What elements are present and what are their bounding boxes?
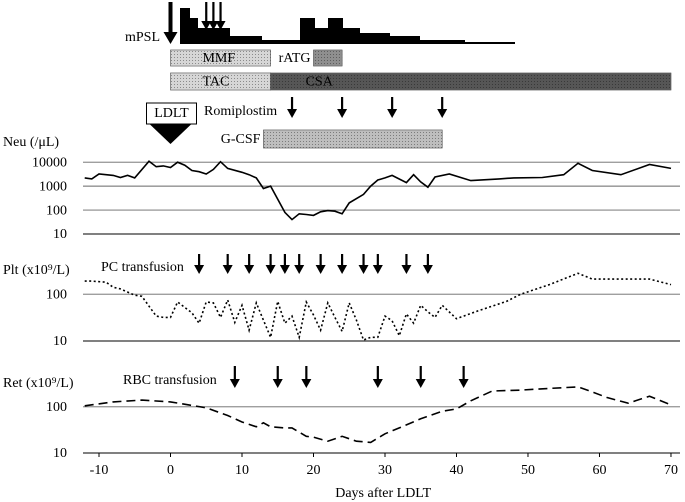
transfusion-arrow xyxy=(415,366,426,388)
milestone-label: LDLT xyxy=(154,106,189,121)
y-axis-label: Plt (x10⁹/L) xyxy=(3,263,70,278)
dose-arrow xyxy=(337,97,348,118)
arrow-label: Romiplostim xyxy=(204,104,277,119)
dose-arrow xyxy=(208,2,219,30)
x-tick-label: 40 xyxy=(449,463,463,478)
y-tick-label: 10000 xyxy=(32,155,67,170)
transfusion-arrow xyxy=(372,254,383,274)
arrow-label: RBC transfusion xyxy=(123,373,217,388)
series-line xyxy=(84,386,672,444)
arrow-label: PC transfusion xyxy=(101,260,184,275)
x-tick-label: 20 xyxy=(306,463,320,478)
x-axis-label: Days after LDLT xyxy=(335,486,431,501)
arrow-label: mPSL xyxy=(125,30,160,45)
transfusion-arrow xyxy=(422,254,433,274)
bar-texture xyxy=(313,50,343,66)
dose-arrow xyxy=(437,97,448,118)
transfusion-arrow xyxy=(229,366,240,388)
transfusion-arrow xyxy=(265,254,276,274)
x-tick-label: 50 xyxy=(521,463,535,478)
x-tick-label: 10 xyxy=(235,463,249,478)
bar-label: rATG xyxy=(279,51,311,66)
bar-texture xyxy=(270,73,671,90)
dose-arrow xyxy=(201,2,212,30)
x-tick-label: -10 xyxy=(90,463,109,478)
y-tick-label: 100 xyxy=(46,203,67,218)
transfusion-arrow xyxy=(279,254,290,274)
transfusion-arrow xyxy=(401,254,412,274)
y-tick-label: 10 xyxy=(53,334,67,349)
transfusion-arrow xyxy=(458,366,469,388)
dose-arrow xyxy=(163,2,178,44)
transfusion-arrow xyxy=(372,366,383,388)
milestone-marker xyxy=(149,124,192,144)
x-tick-label: 60 xyxy=(592,463,606,478)
series-line xyxy=(84,272,672,342)
y-axis-label: Ret (x10⁹/L) xyxy=(3,376,74,391)
mpsl-dose-profile xyxy=(180,8,515,44)
transfusion-arrow xyxy=(222,254,233,274)
y-tick-label: 1000 xyxy=(39,179,67,194)
x-tick-label: 70 xyxy=(664,463,678,478)
transfusion-arrow xyxy=(194,254,205,274)
transfusion-arrow xyxy=(244,254,255,274)
y-axis-label: Neu (/μL) xyxy=(3,135,59,150)
x-tick-label: 0 xyxy=(167,463,174,478)
dose-arrow xyxy=(287,97,298,118)
bar-texture xyxy=(170,50,271,66)
dose-arrow xyxy=(215,2,226,30)
x-tick-label: 30 xyxy=(378,463,392,478)
y-tick-label: 100 xyxy=(46,400,67,415)
y-tick-label: 10 xyxy=(53,227,67,242)
bar-label: CSA xyxy=(306,75,334,90)
series-line xyxy=(84,160,672,221)
y-tick-label: 100 xyxy=(46,287,67,302)
bar-texture xyxy=(263,130,443,148)
bar-label: TAC xyxy=(202,75,229,90)
transfusion-arrow xyxy=(294,254,305,274)
transfusion-arrow xyxy=(272,366,283,388)
bar-label: MMF xyxy=(202,51,235,66)
bar-texture xyxy=(170,73,271,90)
transfusion-arrow xyxy=(315,254,326,274)
y-tick-label: 10 xyxy=(53,446,67,461)
transfusion-arrow xyxy=(337,254,348,274)
dose-arrow xyxy=(387,97,398,118)
bar-label: G-CSF xyxy=(221,132,261,147)
transfusion-arrow xyxy=(358,254,369,274)
transfusion-arrow xyxy=(301,366,312,388)
